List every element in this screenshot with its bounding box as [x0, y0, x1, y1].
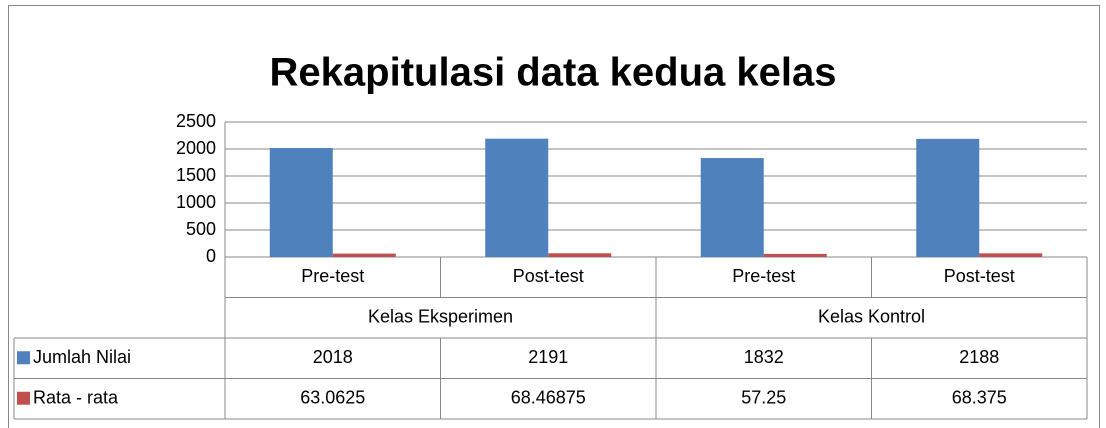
table-value: 2188: [959, 347, 999, 367]
group-label: Kelas Eksperimen: [368, 307, 513, 327]
bar: [700, 158, 764, 257]
chart-title: Rekapitulasi data kedua kelas: [270, 51, 837, 95]
table-value: 1832: [744, 347, 784, 367]
x-tick-label: Post-test: [944, 266, 1015, 286]
x-tick-label: Pre-test: [301, 266, 364, 286]
bar: [269, 148, 333, 257]
x-tick-label: Pre-test: [732, 266, 795, 286]
bar: [916, 138, 980, 257]
table-value: 68.375: [952, 388, 1007, 408]
legend-key: [17, 351, 30, 365]
table-value: 57.25: [741, 388, 786, 408]
y-tick-label: 1500: [176, 165, 216, 185]
y-tick-label: 2000: [176, 138, 216, 158]
table-value: 63.0625: [300, 388, 365, 408]
table-value: 68.46875: [511, 388, 586, 408]
y-tick-label: 1000: [176, 192, 216, 212]
y-tick-label: 500: [186, 219, 216, 239]
bar: [763, 253, 827, 257]
table-value: 2018: [313, 347, 353, 367]
y-tick-label: 0: [206, 246, 216, 266]
legend-label: Rata - rata: [33, 388, 119, 408]
bar: [485, 138, 549, 257]
x-tick-label: Post-test: [513, 266, 584, 286]
y-tick-label: 2500: [176, 111, 216, 131]
bar: [548, 253, 612, 257]
bar: [332, 253, 396, 257]
group-label: Kelas Kontrol: [818, 307, 925, 327]
legend-key: [17, 391, 30, 405]
legend-label: Jumlah Nilai: [33, 347, 131, 367]
table-value: 2191: [528, 347, 568, 367]
bar: [979, 253, 1043, 257]
